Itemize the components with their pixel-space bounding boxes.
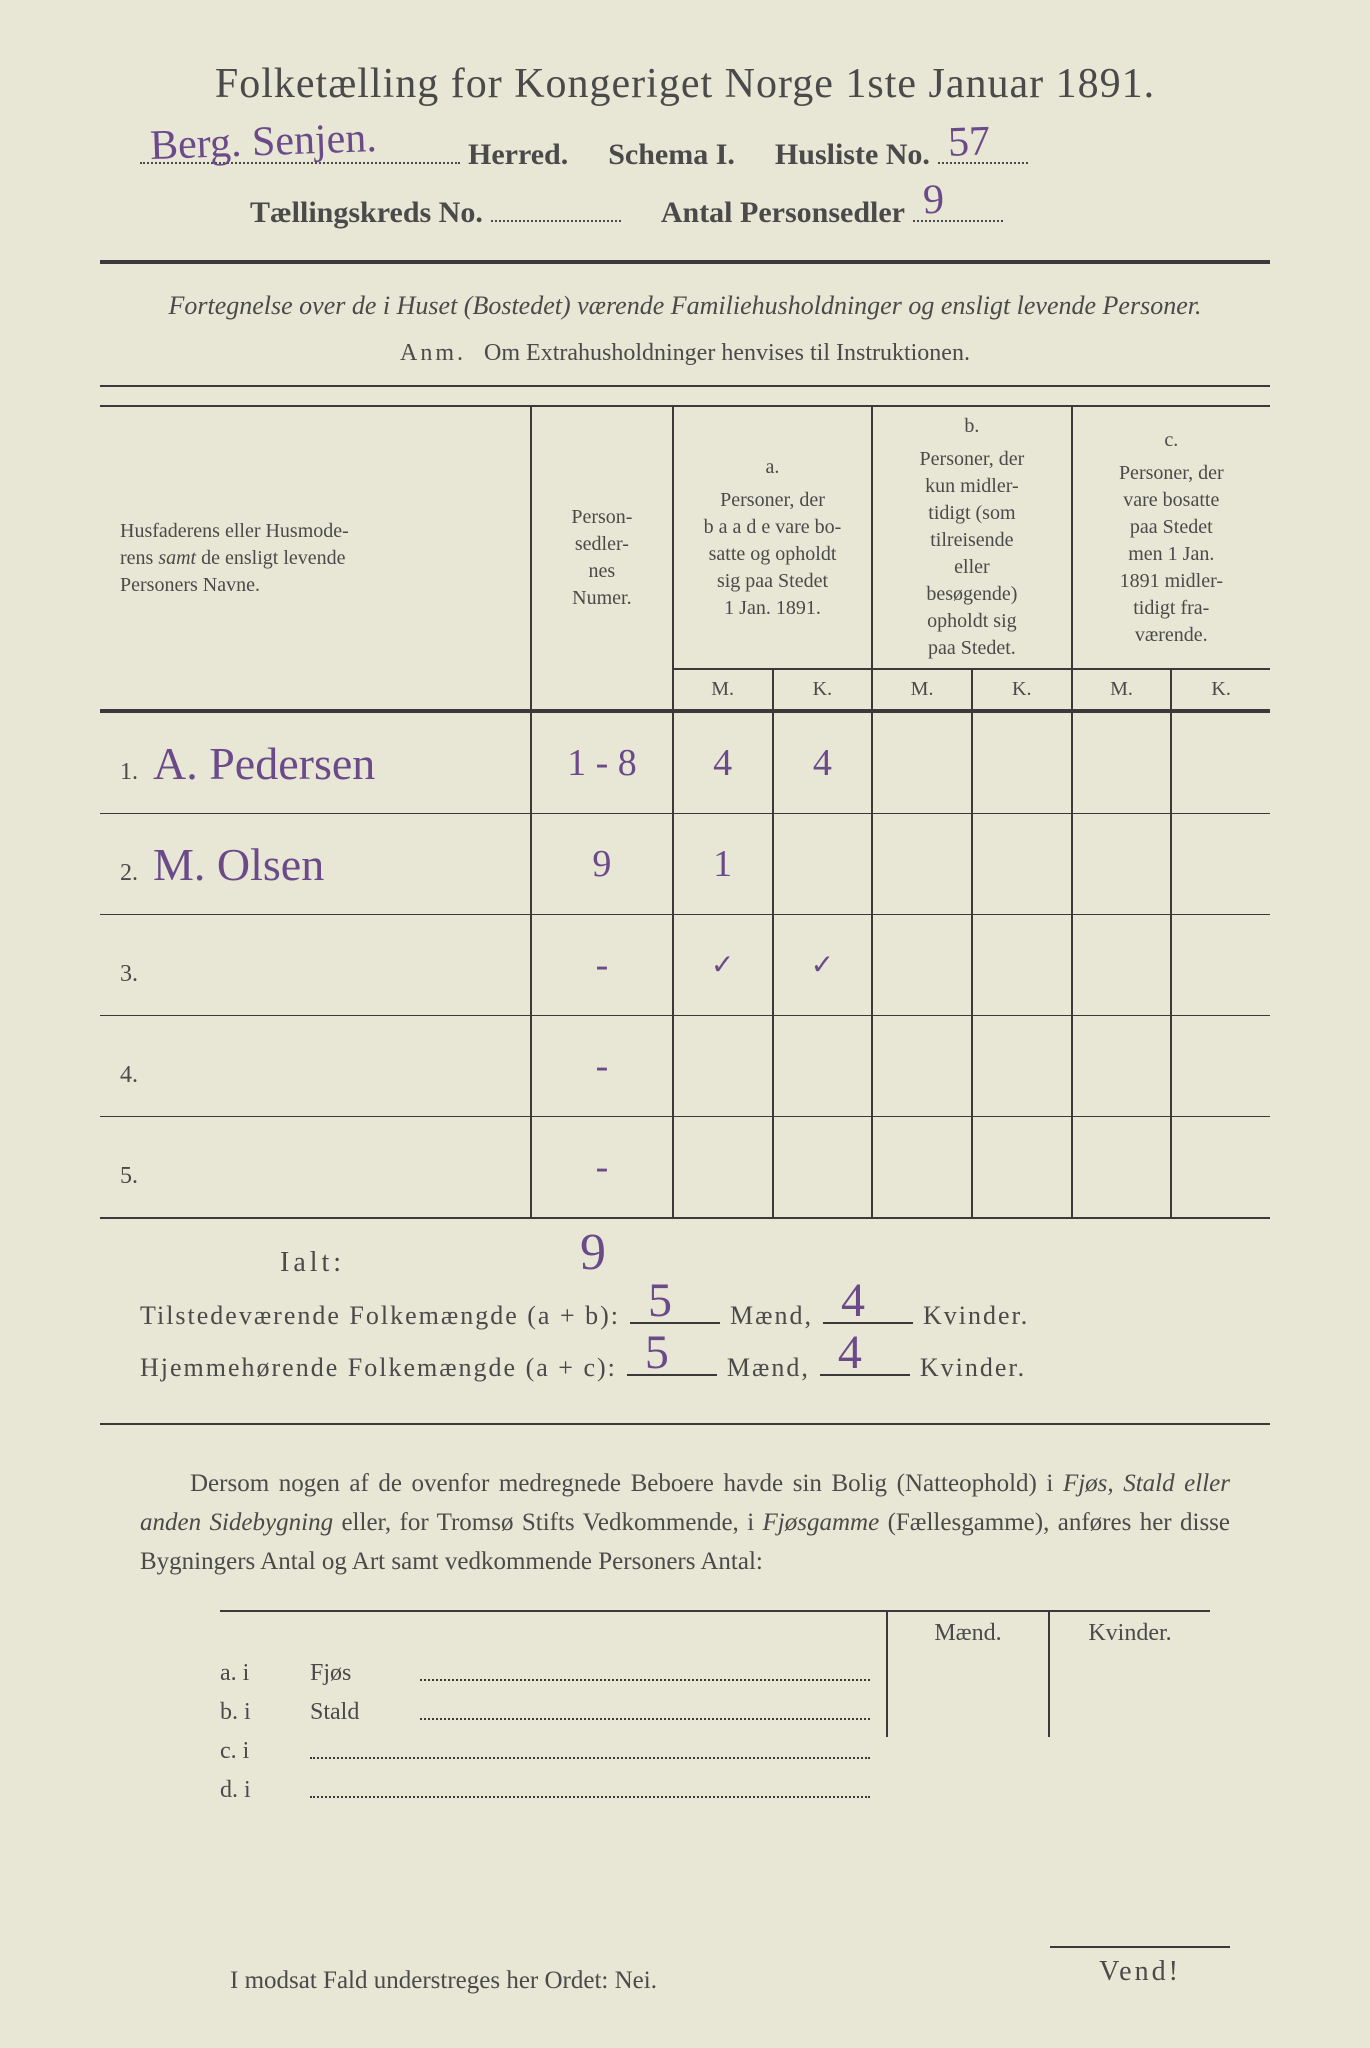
ialt-handwriting: 9 [580, 1223, 610, 1282]
husliste-handwriting: 57 [947, 117, 991, 166]
kvinder-label: Kvinder. [920, 1353, 1026, 1383]
anm-text: Om Extrahusholdninger henvises til Instr… [484, 340, 970, 366]
hjemme-label: Hjemmehørende Folkemængde (a + c): [140, 1353, 617, 1383]
col-c-k: K. [1171, 669, 1270, 711]
kvinder-label: Kvinder. [923, 1301, 1029, 1331]
ialt-row: Ialt: 9 [100, 1247, 1270, 1279]
tilstede-m-field: 5 [630, 1322, 720, 1324]
sub-col-maend: Mænd. [886, 1612, 1048, 1737]
tilstede-row: Tilstedeværende Folkemængde (a + b): 5 M… [100, 1301, 1270, 1331]
maend-label: Mænd, [727, 1353, 810, 1383]
table-row: 3. - ✓ ✓ [100, 915, 1270, 1016]
col-a-k: K. [773, 669, 873, 711]
vend-label: Vend! [1050, 1946, 1230, 1988]
antal-field: 9 [913, 184, 1003, 222]
col-a-m: M. [673, 669, 773, 711]
anm-prefix: Anm. [400, 340, 466, 366]
hjemme-k-field: 4 [820, 1374, 910, 1376]
rule-3 [100, 1423, 1270, 1425]
sub-row: b. i Stald [220, 1693, 870, 1732]
husliste-field: 57 [938, 126, 1028, 164]
tilstede-label: Tilstedeværende Folkemængde (a + b): [140, 1301, 620, 1331]
husliste-label: Husliste No. [775, 138, 930, 172]
antal-label: Antal Personsedler [661, 196, 905, 230]
col-header-name: Husfaderens eller Husmode-rens samt de e… [100, 406, 531, 711]
maend-label: Mænd, [730, 1301, 813, 1331]
table-row: 5. - [100, 1117, 1270, 1219]
col-header-a: a. Personer, derb a a d e vare bo-satte … [673, 406, 872, 669]
paragraph-text: Dersom nogen af de ovenfor medregnede Be… [140, 1465, 1230, 1581]
hjemme-row: Hjemmehørende Folkemængde (a + c): 5 Mæn… [100, 1353, 1270, 1383]
antal-handwriting: 9 [922, 176, 945, 225]
sub-col-kvinder: Kvinder. [1048, 1612, 1210, 1737]
kreds-field [491, 184, 621, 222]
sub-table: Mænd. Kvinder. a. i Fjøs b. i Stald c. i… [220, 1610, 1210, 1737]
ialt-label: Ialt: [280, 1247, 345, 1278]
main-table: Husfaderens eller Husmode-rens samt de e… [100, 405, 1270, 1219]
anm-line: Anm. Om Extrahusholdninger henvises til … [100, 340, 1270, 367]
col-header-b: b. Personer, derkun midler-tidigt (somti… [872, 406, 1071, 669]
herred-field: Berg. Senjen. [140, 126, 460, 164]
sub-row: a. i Fjøs [220, 1654, 870, 1693]
census-form-page: Folketælling for Kongeriget Norge 1ste J… [0, 0, 1370, 2048]
schema-label: Schema I. [608, 138, 735, 172]
rule-2 [100, 385, 1270, 387]
page-title: Folketælling for Kongeriget Norge 1ste J… [100, 60, 1270, 108]
header-line-1: Berg. Senjen. Herred. Schema I. Husliste… [100, 126, 1270, 172]
col-b-m: M. [872, 669, 972, 711]
hjemme-m-field: 5 [627, 1374, 717, 1376]
herred-handwriting: Berg. Senjen. [149, 114, 377, 170]
herred-label: Herred. [468, 138, 568, 172]
table-row: 4. - [100, 1016, 1270, 1117]
header-line-2: Tællingskreds No. Antal Personsedler 9 [100, 184, 1270, 230]
table-row: 1. A. Pedersen 1 - 8 4 4 [100, 711, 1270, 814]
table-row: 2. M. Olsen 9 1 [100, 814, 1270, 915]
col-c-m: M. [1072, 669, 1172, 711]
kreds-label: Tællingskreds No. [250, 196, 483, 230]
rule-1 [100, 260, 1270, 264]
col-header-c: c. Personer, dervare bosattepaa Stedetme… [1072, 406, 1270, 669]
tilstede-k-field: 4 [823, 1322, 913, 1324]
col-header-num: Person-sedler-nesNumer. [531, 406, 673, 711]
col-b-k: K. [972, 669, 1072, 711]
fortegnelse-text: Fortegnelse over de i Huset (Bostedet) v… [160, 288, 1210, 324]
sub-row: d. i [220, 1771, 870, 1810]
sub-row: c. i [220, 1732, 870, 1771]
